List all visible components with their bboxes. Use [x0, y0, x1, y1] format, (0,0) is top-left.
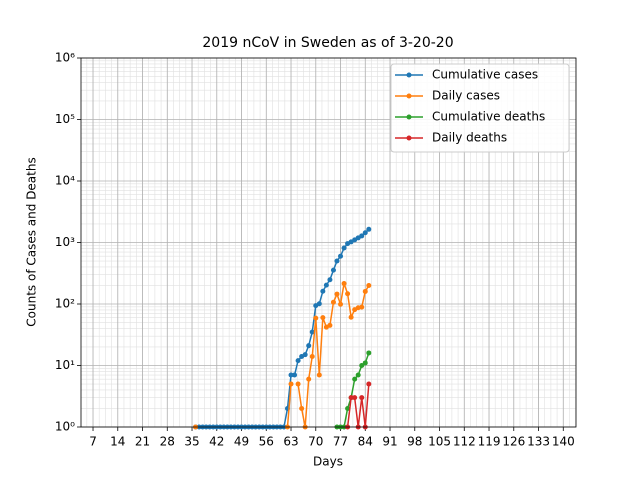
data-point — [366, 381, 372, 387]
data-point — [359, 395, 365, 401]
y-tick-label: 10⁶ — [55, 51, 75, 65]
legend-marker — [406, 72, 412, 78]
data-point — [348, 395, 354, 401]
data-point — [345, 291, 351, 297]
axes-frame — [80, 57, 577, 428]
data-point — [341, 281, 347, 287]
data-point — [334, 291, 340, 297]
data-point — [309, 354, 315, 360]
data-point — [348, 314, 354, 320]
x-tick-label: 112 — [453, 435, 476, 449]
x-tick-label: 14 — [110, 435, 125, 449]
y-tick-label: 10³ — [55, 235, 75, 249]
data-point — [316, 301, 322, 307]
legend: Cumulative cases Daily cases Cumulative de… — [390, 63, 570, 153]
data-point — [366, 350, 372, 356]
x-tick-label: 98 — [407, 435, 422, 449]
data-point — [359, 363, 365, 368]
x-tick-label: 21 — [135, 435, 150, 449]
data-point — [320, 315, 326, 321]
data-point — [366, 226, 372, 232]
data-point — [352, 376, 358, 382]
legend-label: Cumulative cases — [432, 68, 538, 82]
x-tick-label: 28 — [160, 435, 175, 449]
legend-marker — [406, 93, 412, 99]
x-tick-label: 84 — [358, 435, 373, 449]
x-tick-label: 70 — [308, 435, 323, 449]
data-point — [320, 288, 326, 294]
x-tick-label: 105 — [428, 435, 451, 449]
y-tick-label: 10² — [55, 297, 75, 311]
legend-marker — [406, 114, 412, 120]
x-tick-label: 63 — [283, 435, 298, 449]
x-tick-label: 49 — [234, 435, 249, 449]
data-point — [295, 381, 301, 387]
legend-label: Daily cases — [432, 89, 500, 103]
data-point — [327, 277, 333, 283]
data-point — [338, 253, 344, 259]
legend-label: Cumulative deaths — [432, 110, 545, 124]
data-point — [366, 282, 372, 288]
chart-title: 2019 nCoV in Sweden as of 3-20-20 — [202, 35, 453, 51]
data-point — [306, 343, 312, 349]
data-point — [316, 372, 322, 378]
data-point — [362, 288, 368, 294]
x-tick-label: 7 — [89, 435, 97, 449]
x-tick-label: 42 — [209, 435, 224, 449]
x-tick-label: 56 — [259, 435, 274, 449]
x-tick-label: 126 — [502, 435, 525, 449]
data-point — [345, 405, 351, 411]
x-tick-label: 133 — [527, 435, 550, 449]
data-point — [359, 304, 365, 310]
data-point — [359, 233, 365, 239]
data-point — [309, 329, 315, 335]
y-tick-label: 10⁰ — [55, 420, 75, 434]
data-point — [323, 282, 329, 288]
y-tick-label: 10⁴ — [55, 174, 75, 188]
data-point — [330, 299, 336, 305]
legend-label: Daily deaths — [432, 131, 507, 145]
x-tick-label: 35 — [184, 435, 199, 449]
data-point — [302, 352, 308, 358]
data-point — [327, 322, 333, 328]
data-point — [306, 376, 312, 382]
x-tick-label: 91 — [382, 435, 397, 449]
y-tick-label: 10⁵ — [55, 112, 75, 126]
data-point — [362, 360, 368, 366]
legend-box — [390, 63, 570, 153]
data-point — [338, 301, 344, 307]
data-point — [330, 267, 336, 273]
data-point — [362, 230, 368, 236]
x-axis-label: Days — [313, 455, 343, 469]
x-tick-label: 119 — [478, 435, 501, 449]
data-point — [341, 245, 347, 251]
y-tick-label: 10¹ — [55, 358, 75, 372]
data-point — [288, 372, 294, 378]
data-point — [288, 381, 294, 387]
data-point — [334, 258, 340, 264]
data-point — [352, 395, 358, 401]
data-point — [313, 315, 319, 321]
data-point — [355, 372, 361, 378]
data-point — [299, 405, 305, 411]
x-tick-label: 77 — [333, 435, 348, 449]
data-point — [292, 372, 298, 378]
x-tick-label: 140 — [552, 435, 575, 449]
y-axis-label: Counts of Cases and Deaths — [25, 157, 39, 326]
legend-marker — [406, 135, 412, 141]
data-point — [295, 358, 301, 364]
